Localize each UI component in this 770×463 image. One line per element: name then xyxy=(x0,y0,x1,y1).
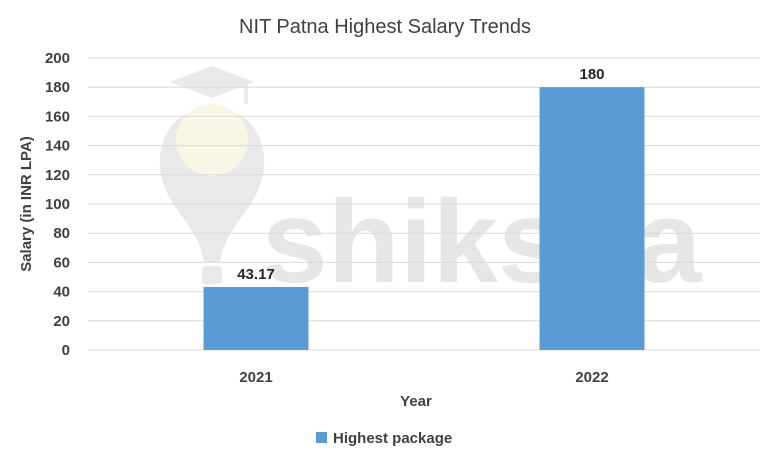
y-tick-label: 140 xyxy=(45,138,70,155)
legend-label: Highest package xyxy=(333,430,452,447)
y-tick-label: 80 xyxy=(53,225,70,242)
y-axis-label: Salary (in INR LPA) xyxy=(18,136,35,272)
y-tick-label: 60 xyxy=(53,254,70,271)
y-tick-label: 180 xyxy=(45,79,70,96)
y-axis-ticks: 0 20 40 60 80 100 120 140 160 180 200 xyxy=(45,50,70,359)
y-tick-label: 0 xyxy=(62,342,70,359)
y-tick-label: 120 xyxy=(45,167,70,184)
y-tick-label: 40 xyxy=(53,284,70,301)
y-tick-label: 100 xyxy=(45,196,70,213)
gridlines xyxy=(88,57,760,351)
legend-swatch xyxy=(316,432,327,443)
bar xyxy=(203,286,309,350)
chart-title: NIT Patna Highest Salary Trends xyxy=(239,16,531,38)
watermark-bulb-glow xyxy=(176,104,248,176)
bars xyxy=(203,87,645,350)
data-label: 43.17 xyxy=(237,266,275,283)
bar xyxy=(539,87,645,350)
y-tick-label: 200 xyxy=(45,50,70,67)
y-tick-label: 20 xyxy=(53,313,70,330)
x-axis-ticks: 2021 2022 xyxy=(239,369,608,386)
x-tick-label: 2021 xyxy=(239,369,272,386)
legend: Highest package xyxy=(316,430,452,447)
data-label: 180 xyxy=(579,66,604,83)
data-labels: 43.17 180 xyxy=(237,66,604,283)
x-tick-label: 2022 xyxy=(575,369,608,386)
y-tick-label: 160 xyxy=(45,108,70,125)
x-axis-label: Year xyxy=(400,393,432,410)
